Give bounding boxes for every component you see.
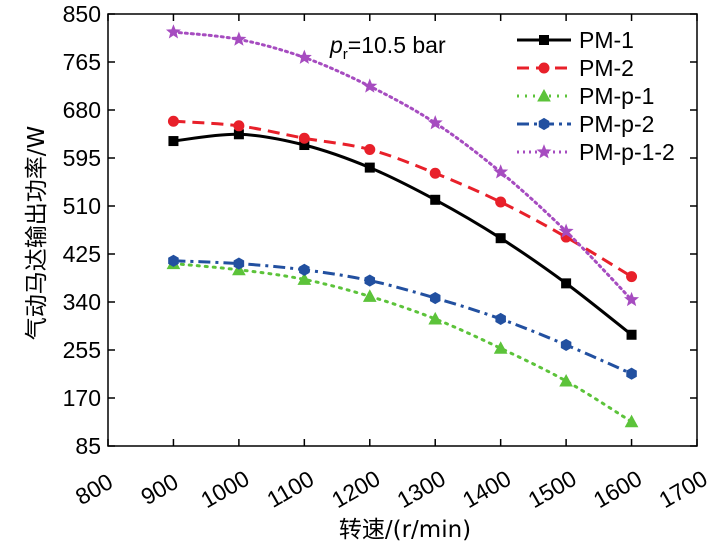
legend-entry: PM-p-2 bbox=[517, 111, 654, 137]
data-point bbox=[233, 120, 245, 132]
data-point bbox=[626, 329, 637, 340]
series-PM-p-1 bbox=[166, 256, 639, 428]
data-point bbox=[231, 31, 247, 46]
data-point bbox=[167, 115, 179, 127]
legend-marker bbox=[537, 88, 551, 102]
data-point bbox=[165, 24, 181, 39]
y-tick-label: 170 bbox=[63, 385, 101, 411]
y-tick-label: 680 bbox=[63, 97, 101, 123]
series-PM-2 bbox=[167, 115, 638, 283]
data-point bbox=[493, 164, 509, 179]
series-line bbox=[173, 119, 633, 278]
y-tick-label: 340 bbox=[63, 289, 101, 315]
data-point bbox=[428, 311, 443, 325]
data-point bbox=[364, 162, 375, 173]
data-point bbox=[624, 414, 639, 428]
y-tick-label: 510 bbox=[63, 193, 101, 219]
data-point bbox=[561, 278, 572, 289]
legend-entry: PM-p-1-2 bbox=[517, 139, 675, 165]
legend-entry: PM-p-1 bbox=[517, 83, 654, 109]
data-point bbox=[364, 274, 376, 287]
y-tick-label: 85 bbox=[75, 433, 101, 459]
data-point bbox=[429, 291, 441, 305]
y-tick-label: 425 bbox=[63, 241, 101, 267]
data-point bbox=[364, 144, 376, 156]
data-point bbox=[168, 254, 179, 267]
data-point bbox=[495, 233, 506, 244]
legend-label: PM-p-1-2 bbox=[579, 139, 675, 165]
series-line bbox=[171, 262, 634, 424]
data-point bbox=[298, 132, 310, 144]
data-point bbox=[495, 312, 506, 326]
legend-label: PM-p-2 bbox=[579, 111, 654, 137]
data-point bbox=[626, 271, 638, 283]
series-layer bbox=[165, 24, 640, 428]
data-point bbox=[560, 338, 572, 351]
data-point bbox=[297, 272, 312, 285]
x-tick-label: 1200 bbox=[327, 465, 384, 513]
data-point bbox=[296, 49, 312, 64]
data-point bbox=[362, 78, 378, 93]
series-line bbox=[173, 259, 633, 376]
x-tick-label: 1700 bbox=[654, 465, 711, 513]
legend-marker bbox=[538, 62, 550, 74]
x-tick-label: 1500 bbox=[523, 465, 580, 513]
data-point bbox=[233, 257, 245, 270]
data-point bbox=[427, 115, 443, 130]
plot-frame bbox=[107, 13, 698, 447]
data-point bbox=[299, 263, 310, 276]
legend-entry: PM-2 bbox=[517, 55, 634, 81]
x-tick-label: 1300 bbox=[393, 465, 450, 513]
y-tick-label: 765 bbox=[63, 49, 101, 75]
legend-marker bbox=[539, 35, 549, 45]
legend-label: PM-1 bbox=[579, 27, 634, 53]
data-point bbox=[362, 289, 377, 302]
series-PM-p-1-2 bbox=[165, 24, 640, 307]
data-point bbox=[559, 374, 573, 387]
data-point bbox=[495, 196, 507, 208]
series-PM-p-2 bbox=[168, 254, 637, 380]
legend-label: PM-2 bbox=[579, 55, 634, 81]
data-point bbox=[493, 341, 508, 354]
y-tick-label: 255 bbox=[63, 337, 101, 363]
legend-entry: PM-1 bbox=[517, 27, 634, 53]
data-point bbox=[430, 194, 441, 205]
legend: PM-1PM-2PM-p-1PM-p-2PM-p-1-2 bbox=[517, 27, 675, 165]
data-point bbox=[168, 136, 179, 147]
legend-label: PM-p-1 bbox=[579, 83, 654, 109]
legend-marker bbox=[536, 144, 552, 159]
legend-marker bbox=[538, 117, 550, 131]
data-point bbox=[429, 167, 441, 179]
data-point bbox=[624, 291, 640, 307]
x-tick-label: 1100 bbox=[262, 465, 318, 512]
series-PM-1 bbox=[168, 129, 637, 340]
y-axis-title: 气动马达输出功率/W bbox=[24, 126, 50, 341]
x-axis-title: 转速/(r/min) bbox=[339, 517, 471, 543]
y-tick-label: 850 bbox=[63, 1, 101, 27]
x-tick-label: 1000 bbox=[196, 465, 253, 513]
data-point bbox=[558, 223, 574, 238]
y-tick-label: 595 bbox=[63, 145, 101, 171]
pressure-annotation: pr=10.5 bar bbox=[329, 32, 446, 63]
x-tick-label: 800 bbox=[71, 468, 117, 510]
data-point bbox=[626, 367, 637, 380]
x-tick-label: 900 bbox=[136, 468, 182, 510]
series-line bbox=[171, 30, 634, 302]
x-tick-label: 1400 bbox=[458, 465, 515, 513]
x-tick-label: 1600 bbox=[589, 465, 646, 513]
